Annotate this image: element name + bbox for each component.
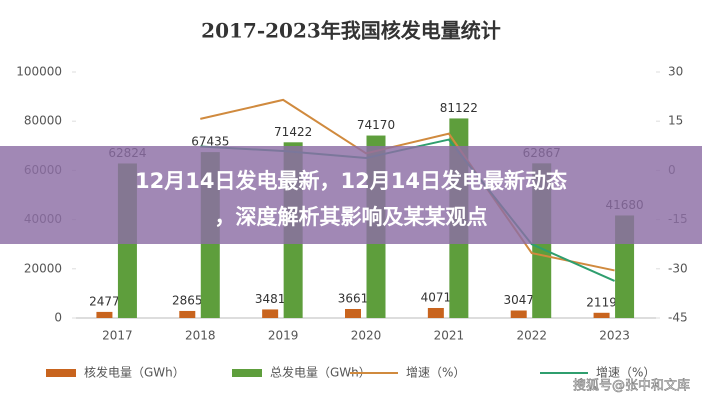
growth-line [200, 98, 615, 272]
bar [262, 309, 279, 318]
legend-label: 总发电量（GWh） [270, 365, 371, 380]
value-label: 2477 [89, 294, 120, 308]
x-tick-label: 2023 [599, 329, 630, 343]
value-label: 74170 [357, 118, 395, 132]
bar [510, 310, 527, 318]
legend-label: 增速（%） [596, 366, 655, 380]
value-label: 2119 [586, 295, 617, 309]
y-tick-label: 100000 [16, 65, 62, 79]
value-label: 71422 [274, 125, 312, 139]
legend: 核发电量（GWh） 总发电量（GWh） 增速（%） 增速（%） [46, 365, 655, 380]
value-label: 81122 [440, 101, 478, 115]
value-label: 2865 [172, 293, 203, 307]
value-label: 3661 [338, 291, 369, 305]
y2-tick-label: 30 [668, 65, 683, 79]
y2-tick-label: 15 [668, 114, 683, 128]
bar [179, 310, 196, 318]
bar [427, 307, 444, 318]
value-label: 3481 [255, 292, 286, 306]
x-tick-label: 2021 [434, 329, 465, 343]
x-tick-label: 2022 [516, 329, 547, 343]
y2-tick-label: -30 [668, 261, 688, 275]
y-tick-label: 20000 [24, 261, 62, 275]
y-tick-label: 80000 [24, 114, 62, 128]
y-tick-label: 0 [54, 311, 62, 325]
headline: 12月14日发电最新，12月14日发电最新动态 [135, 169, 567, 193]
y2-tick-label: -45 [668, 311, 688, 325]
value-label: 67435 [191, 135, 229, 149]
x-tick-label: 2019 [268, 329, 299, 343]
headline-banner [0, 146, 702, 244]
legend-label: 核发电量（GWh） [84, 365, 185, 380]
value-label: 4071 [421, 290, 452, 304]
legend-swatch [232, 369, 262, 377]
x-tick-label: 2017 [102, 329, 133, 343]
legend-swatch [46, 369, 76, 377]
bar [345, 308, 361, 318]
chart-title: 2017-2023年我国核发电量统计 [201, 19, 501, 43]
x-tick-label: 2020 [351, 329, 382, 343]
bar [593, 312, 610, 318]
legend-label: 增速（%） [406, 366, 465, 380]
watermark: 搜狐号@张中和文库 [573, 378, 690, 394]
headline: ，深度解析其影响及某某观点 [215, 205, 488, 229]
bar [96, 311, 113, 318]
x-tick-label: 2018 [185, 329, 216, 343]
value-label: 3047 [503, 293, 534, 307]
